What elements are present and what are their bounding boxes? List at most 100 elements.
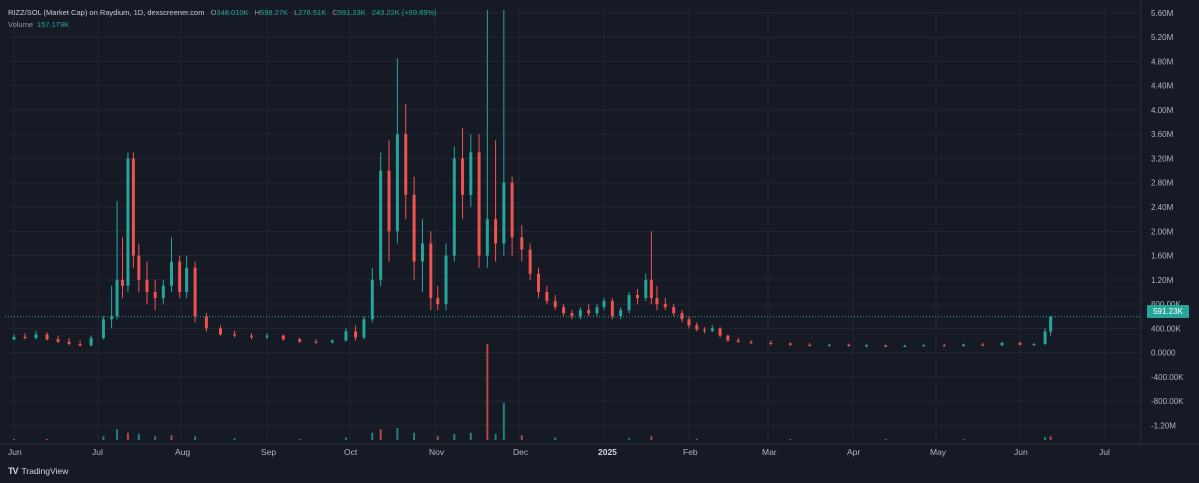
- candle-body: [110, 316, 114, 320]
- volume-bar: [102, 436, 105, 440]
- candle-body: [884, 345, 888, 347]
- candle-body: [695, 325, 699, 330]
- y-tick-label: 400.00K: [1151, 324, 1181, 333]
- volume-bar: [695, 438, 698, 440]
- candle-body: [1018, 342, 1022, 345]
- candle-body: [726, 335, 730, 341]
- candle-body: [436, 298, 440, 305]
- volume-bar: [194, 436, 197, 440]
- low-value: 276.51K: [298, 8, 327, 17]
- candle-body: [687, 319, 691, 326]
- x-tick-label: Nov: [429, 447, 445, 457]
- candle-body: [34, 334, 38, 339]
- candle-body: [395, 134, 399, 232]
- y-tick-label: 1.60M: [1151, 252, 1174, 261]
- x-tick-label: Apr: [847, 447, 860, 457]
- candle-body: [169, 261, 173, 286]
- candle-body: [145, 279, 149, 292]
- candle-body: [865, 345, 869, 347]
- candle-body: [494, 219, 498, 244]
- candle-body: [461, 158, 465, 195]
- candle-body: [314, 341, 318, 343]
- y-tick-label: -400.00K: [1151, 373, 1184, 382]
- last-price-tag: 591.23K: [1147, 305, 1189, 318]
- volume-bar: [379, 429, 382, 440]
- y-tick-label: -800.00K: [1151, 397, 1184, 406]
- tradingview-logo[interactable]: TV TradingView: [8, 466, 68, 476]
- candle-body: [537, 273, 541, 292]
- candle-body: [404, 134, 408, 195]
- x-tick-label: Jun: [1014, 447, 1028, 457]
- candle-body: [185, 267, 189, 292]
- tradingview-mark-icon: TV: [8, 466, 18, 476]
- volume-label: Volume: [8, 20, 34, 29]
- candle-body: [672, 307, 676, 314]
- volume-bar: [137, 434, 140, 440]
- y-tick-label: 800.00K: [1151, 300, 1181, 309]
- candle-body: [788, 343, 792, 345]
- candle-body: [847, 344, 851, 346]
- candle-body: [808, 344, 812, 346]
- volume-bar: [962, 439, 965, 440]
- candle-body: [444, 255, 448, 305]
- volume-bar: [520, 435, 523, 440]
- candle-body: [595, 307, 599, 314]
- candle-body: [942, 345, 946, 347]
- candle-body: [354, 331, 358, 338]
- candle-body: [45, 334, 49, 340]
- candle-body: [619, 310, 623, 317]
- candle-body: [89, 338, 93, 346]
- x-tick-label: Sep: [261, 447, 276, 457]
- candle-body: [1049, 316, 1053, 332]
- volume-bar: [413, 432, 416, 440]
- volume-bar: [884, 439, 887, 440]
- candle-body: [178, 261, 182, 292]
- candle-body: [981, 344, 985, 346]
- candle-body: [827, 344, 831, 346]
- candle-body: [101, 319, 105, 339]
- candle-body: [663, 304, 667, 308]
- volume-bar: [628, 438, 631, 440]
- candle-body: [477, 152, 481, 256]
- candle-body: [627, 294, 631, 311]
- volume-bar: [116, 429, 119, 440]
- volume-bar: [13, 439, 15, 440]
- candle-body: [161, 285, 165, 299]
- candle-body: [610, 301, 614, 317]
- candle-body: [281, 335, 285, 340]
- x-tick-label: Jun: [8, 447, 22, 457]
- candle-body: [578, 310, 582, 317]
- candle-body: [962, 344, 966, 346]
- candle-body: [249, 335, 253, 337]
- volume-bar: [396, 428, 399, 440]
- candle-body: [485, 219, 489, 256]
- volume-bar: [233, 438, 236, 440]
- volume-bar: [1049, 436, 1052, 440]
- y-tick-label: 2.00M: [1151, 227, 1174, 236]
- candle-body: [644, 279, 648, 299]
- x-tick-label: Mar: [762, 447, 777, 457]
- close-value: 591.23K: [337, 8, 366, 17]
- y-tick-label: 2.80M: [1151, 179, 1174, 188]
- candle-body: [1000, 342, 1004, 346]
- candle-body: [703, 329, 707, 331]
- volume-bar: [154, 436, 157, 440]
- candle-body: [362, 319, 366, 338]
- volume-bar: [486, 344, 489, 440]
- volume-bar: [1044, 437, 1047, 440]
- candle-body: [1043, 331, 1047, 345]
- candle-body: [120, 279, 124, 286]
- x-tick-label: Feb: [683, 447, 698, 457]
- candle-body: [528, 249, 532, 274]
- x-tick-label: 2025: [598, 447, 617, 457]
- candle-body: [502, 182, 506, 244]
- candle-body: [78, 344, 82, 346]
- open-value: 348.010K: [216, 8, 249, 17]
- candle-body: [387, 170, 391, 232]
- candle-body: [420, 243, 424, 262]
- y-tick-label: 0.0000: [1151, 349, 1176, 358]
- candle-body: [67, 341, 71, 345]
- legend-ohlc-line: RIZZ/SOL (Market Cap) on Raydium, 1D, de…: [8, 7, 437, 19]
